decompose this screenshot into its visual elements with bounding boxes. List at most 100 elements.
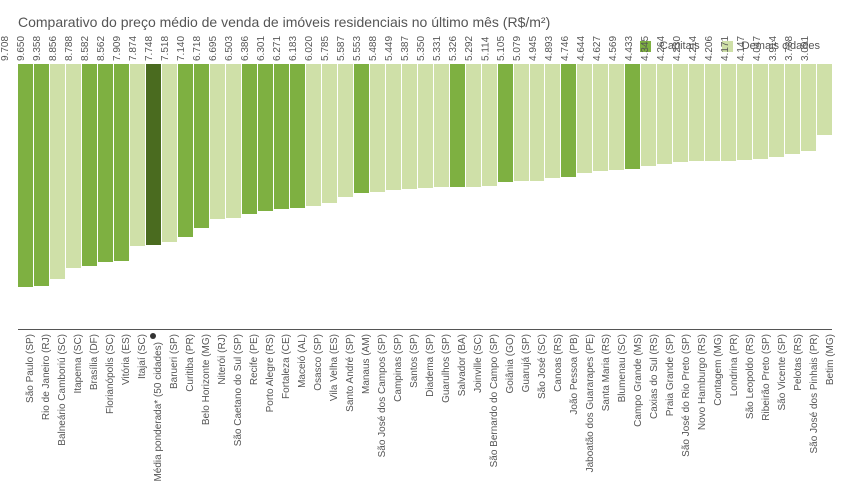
bar-column: 9.650 (34, 64, 49, 330)
bar-category-label: Betim (MG) (825, 334, 836, 385)
bar-column: 6.020 (322, 64, 337, 330)
bar-value-label: 3.788 (784, 36, 795, 64)
bar-value-label: 4.627 (592, 36, 603, 64)
bar-column: 5.331 (450, 64, 465, 330)
bar-column: 5.326 (466, 64, 481, 330)
bar-category-label: São José dos Campos (SP) (377, 334, 388, 457)
bar: 4.746 (577, 64, 592, 173)
bar: 6.301 (274, 64, 289, 209)
bar-category-label: Florianópolis (SC) (105, 334, 116, 414)
bar-column: 8.856 (66, 64, 81, 330)
bar-value-label: 5.587 (336, 36, 347, 64)
bar-value-label: 4.433 (624, 36, 635, 64)
bar-column: 4.345 (657, 64, 672, 330)
bar-value-label: 9.358 (32, 36, 43, 64)
bar-value-label: 5.350 (416, 36, 427, 64)
bar-value-label: 9.650 (16, 36, 27, 64)
bar-category-label: São Vicente (SP) (777, 334, 788, 411)
bar-category-label: Brasília (DF) (89, 334, 100, 390)
bar-value-label: 7.748 (144, 36, 155, 64)
bars-container: 9.7089.6509.3588.8568.7888.5828.5627.909… (18, 64, 832, 330)
bar-category-label: Londrina (PR) (729, 334, 740, 396)
bar-column: 5.449 (402, 64, 417, 330)
bar-value-label: 6.503 (224, 36, 235, 64)
bar-category-label: Campo Grande (MS) (633, 334, 644, 427)
bar-column: 4.147 (753, 64, 768, 330)
bar-column: 4.893 (561, 64, 576, 330)
bar-category-label: Guarulhos (SP) (441, 334, 452, 403)
bar-column: 4.627 (609, 64, 624, 330)
bar: 4.433 (641, 64, 656, 166)
bar-value-label: 4.171 (720, 36, 731, 64)
bar-category-label: Rio de Janeiro (RJ) (41, 334, 52, 420)
bar-column: 4.047 (769, 64, 784, 330)
bar: 5.785 (338, 64, 353, 197)
bar-category-label: Ribeirão Preto (SP) (761, 334, 772, 421)
bar-value-label: 4.047 (752, 36, 763, 64)
bar-value-label: 5.114 (480, 37, 491, 64)
bar-column: 6.503 (242, 64, 257, 330)
bar: 9.650 (34, 64, 49, 286)
bar-value-label: 4.893 (544, 36, 555, 64)
bar: 4.627 (609, 64, 624, 170)
bar: 7.874 (146, 64, 161, 245)
bar-column: 4.171 (737, 64, 752, 330)
bar: 8.562 (114, 64, 129, 261)
bar-category-label: Manaus (AM) (361, 334, 372, 394)
bar: 5.553 (370, 64, 385, 192)
bar-column: 3.091 (817, 64, 832, 330)
bar-value-label: 3.914 (768, 36, 779, 64)
bar: 5.079 (530, 64, 545, 181)
bar-category-label: São Paulo (SP) (25, 334, 36, 403)
bar-category-label: Vila Velha (ES) (329, 334, 340, 401)
bar-category-label: Salvador (BA) (457, 334, 468, 396)
plot-area: 9.7089.6509.3588.8568.7888.5828.5627.909… (18, 64, 832, 330)
bar-category-label: Canoas (RS) (553, 334, 564, 392)
bar: 6.718 (210, 64, 225, 219)
bar-category-label: Praia Grande (SP) (665, 334, 676, 416)
bar-category-label: Contagem (MG) (713, 334, 724, 406)
bar-category-label: Blumenau (SC) (617, 334, 628, 402)
bar-value-label: 6.020 (304, 36, 315, 64)
bar-value-label: 5.326 (448, 36, 459, 64)
bar-category-label: Santa Maria (RS) (601, 334, 612, 411)
bar-column: 8.788 (82, 64, 97, 330)
bar: 5.292 (482, 64, 497, 186)
bar-column: 9.358 (50, 64, 65, 330)
bar-value-label: 4.147 (736, 36, 747, 64)
bar-value-label: 5.292 (464, 36, 475, 64)
bar-column: 7.909 (130, 64, 145, 330)
bar-column: 6.301 (274, 64, 289, 330)
bar-value-label: 4.644 (576, 36, 587, 64)
bar-value-label: 3.091 (800, 36, 811, 64)
bar: 4.644 (593, 64, 608, 171)
bar-category-label: Fortaleza (CE) (281, 334, 292, 399)
bar-column: 7.518 (178, 64, 193, 330)
bar-column: 7.874 (146, 64, 161, 330)
bar-value-label: 6.183 (288, 36, 299, 64)
bar-column: 4.264 (673, 64, 688, 330)
bar-value-label: 4.569 (608, 36, 619, 64)
bar-column: 3.914 (785, 64, 800, 330)
bar-category-label: Novo Hamburgo (RS) (697, 334, 708, 430)
bar-column: 6.695 (226, 64, 241, 330)
bar-category-label: Jaboatão dos Guararapes (PE) (585, 334, 596, 472)
bar: 4.569 (625, 64, 640, 169)
bar-category-label: Campinas (SP) (393, 334, 404, 402)
bar: 4.264 (673, 64, 688, 162)
bar: 5.449 (402, 64, 417, 189)
bar-category-label: Vitória (ES) (121, 334, 132, 385)
bar-category-label: São José (SC) (537, 334, 548, 399)
bar-column: 5.105 (514, 64, 529, 330)
bar: 7.748 (162, 64, 177, 242)
bar-value-label: 4.345 (640, 36, 651, 64)
bar-value-label: 4.746 (560, 36, 571, 64)
bar-category-label: Niterói (RJ) (217, 334, 228, 385)
bar: 7.140 (194, 64, 209, 228)
bar-column: 4.644 (593, 64, 608, 330)
bar-column: 6.386 (258, 64, 273, 330)
bar-column: 4.214 (705, 64, 720, 330)
bar-category-label: Pelotas (RS) (793, 334, 804, 391)
bar-column: 8.582 (98, 64, 113, 330)
chart-area: 9.7089.6509.3588.8568.7888.5828.5627.909… (18, 64, 832, 490)
